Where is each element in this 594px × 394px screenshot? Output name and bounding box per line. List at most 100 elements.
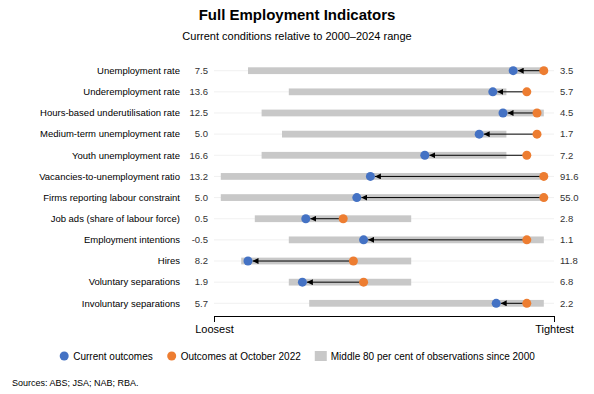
category-labels: Unemployment rate Underemployment rate Hou… [39, 65, 180, 309]
left-label: -0.5 [192, 234, 208, 245]
previous-dot [533, 130, 542, 139]
legend-label: Current outcomes [73, 351, 152, 362]
previous-dot [533, 108, 542, 117]
legend-item: Current outcomes [60, 351, 153, 362]
legend-marker [60, 352, 69, 361]
range-bar [289, 88, 507, 95]
range-bar [289, 236, 544, 243]
x-tick-mark [554, 316, 555, 322]
x-tick-mark [214, 316, 215, 322]
right-label: 5.7 [560, 86, 573, 97]
left-label: 12.5 [190, 107, 209, 118]
left-label: 0.5 [195, 213, 208, 224]
x-axis: Loosest Tightest [195, 316, 574, 335]
previous-dot [522, 151, 531, 160]
right-label: 1.1 [560, 234, 573, 245]
category-label: Unemployment rate [97, 65, 180, 76]
legend-item: Middle 80 per cent of observations since… [315, 351, 535, 362]
category-label: Involuntary separations [82, 298, 180, 309]
right-label: 11.8 [560, 255, 578, 266]
previous-dot [539, 66, 548, 75]
category-label: Hires [158, 255, 180, 266]
subtitle: Current conditions relative to 2000–2024… [182, 30, 411, 42]
legend-marker [315, 351, 327, 361]
grid-line [214, 239, 554, 240]
plot: Loosest Tightest [195, 66, 574, 335]
right-label: 91.6 [560, 171, 579, 182]
current-dot [509, 66, 518, 75]
left-label: 5.0 [195, 192, 208, 203]
title: Full Employment Indicators [199, 6, 396, 23]
previous-dot [522, 299, 531, 308]
category-label: Job ads (share of labour force) [51, 213, 180, 224]
left-label: 5.0 [195, 128, 208, 139]
category-label: Youth unemployment rate [72, 150, 180, 161]
left-label: 16.6 [190, 150, 209, 161]
current-dot [244, 257, 253, 266]
range-bar [289, 279, 411, 286]
category-label: Voluntary separations [89, 276, 181, 287]
right-label: 3.5 [560, 65, 573, 76]
right-labels: 3.55.74.51.77.291.655.02.81.111.86.82.2 [560, 65, 579, 309]
category-label: Underemployment rate [83, 86, 180, 97]
right-label: 2.2 [560, 298, 573, 309]
change-arrow [484, 134, 537, 135]
current-dot [298, 278, 307, 287]
change-arrow [429, 155, 527, 156]
left-label: 1.9 [195, 276, 208, 287]
current-dot [492, 299, 501, 308]
range-bar [241, 258, 411, 265]
left-label: 8.2 [195, 255, 208, 266]
range-bar [221, 173, 544, 180]
left-label: 13.2 [190, 171, 209, 182]
change-arrow [375, 176, 544, 177]
x-tick: Tightest [535, 316, 574, 335]
change-arrow [361, 197, 544, 198]
right-label: 55.0 [560, 192, 579, 203]
left-label: 5.7 [195, 298, 208, 309]
current-dot [301, 214, 310, 223]
legend-marker [167, 352, 176, 361]
current-dot [488, 87, 497, 96]
right-label: 2.8 [560, 213, 573, 224]
left-label: 7.5 [195, 65, 208, 76]
chart: Full Employment Indicators Current condit… [0, 0, 594, 394]
marks [221, 66, 549, 308]
range-bar [255, 215, 411, 222]
previous-dot [522, 87, 531, 96]
x-tick-label: Tightest [535, 323, 574, 335]
previous-dot [359, 278, 368, 287]
x-tick: Loosest [195, 316, 234, 335]
change-arrow [307, 282, 364, 283]
source: Sources: ABS; JSA; NAB; RBA. [12, 378, 139, 388]
previous-dot [539, 193, 548, 202]
legend-item: Outcomes at October 2022 [167, 351, 301, 362]
legend: Current outcomes Outcomes at October 2022… [60, 351, 536, 362]
current-dot [359, 235, 368, 244]
right-label: 7.2 [560, 150, 573, 161]
range-bar [309, 300, 544, 307]
current-dot [499, 108, 508, 117]
x-axis-line [215, 317, 555, 323]
current-dot [366, 172, 375, 181]
right-label: 6.8 [560, 276, 573, 287]
grid [214, 71, 554, 304]
range-bar [221, 194, 544, 201]
range-bar [248, 67, 547, 74]
left-label: 13.6 [190, 86, 209, 97]
previous-dot [339, 214, 348, 223]
x-tick-label: Loosest [195, 323, 234, 335]
category-label: Vacancies-to-unemployment ratio [39, 171, 180, 182]
category-label: Medium-term unemployment rate [40, 128, 180, 139]
category-label: Hours-based underutilisation rate [40, 107, 180, 118]
right-label: 4.5 [560, 107, 573, 118]
change-arrow [253, 261, 354, 262]
legend-label: Middle 80 per cent of observations since… [331, 351, 535, 362]
change-arrow [368, 239, 527, 240]
current-dot [420, 151, 429, 160]
current-dot [475, 130, 484, 139]
legend-label: Outcomes at October 2022 [181, 351, 302, 362]
left-labels: 7.5 13.6 12.5 5.0 16.6 13.2 5.0 0.5 -0.5 8.2 1.9 5.… [190, 65, 209, 309]
category-label: Firms reporting labour constraint [43, 192, 180, 203]
change-arrow [310, 218, 343, 219]
